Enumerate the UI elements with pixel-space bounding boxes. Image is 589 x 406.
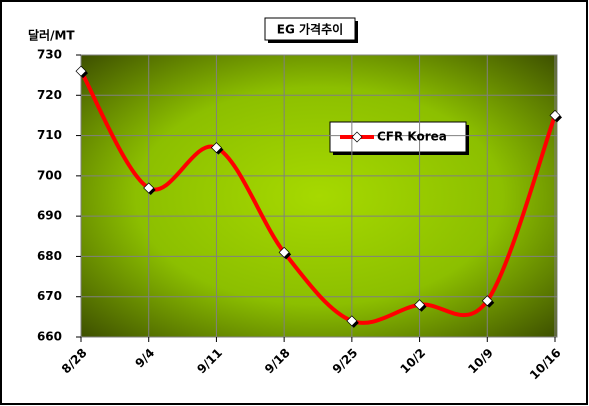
legend-marker (351, 131, 363, 143)
legend-label: CFR Korea (377, 130, 447, 144)
y-tick-label: 670 (37, 289, 62, 303)
y-tick-label: 730 (37, 48, 62, 62)
marker (414, 299, 426, 311)
y-tick-label: 680 (37, 249, 62, 263)
marker (210, 142, 222, 154)
marker (549, 109, 561, 121)
marker (143, 182, 155, 194)
marker (481, 295, 493, 307)
y-tick-label: 710 (37, 128, 62, 142)
chart-title: EG 가격추이 (277, 22, 343, 37)
marker (278, 246, 290, 258)
marker (346, 315, 358, 327)
y-tick-label: 720 (37, 88, 62, 102)
title-box (264, 17, 356, 41)
y-tick-label: 690 (37, 209, 62, 223)
y-tick-label: 700 (37, 168, 62, 182)
y-axis-label: 달러/MT (28, 28, 75, 43)
plot-area (80, 54, 558, 338)
marker (75, 65, 87, 77)
y-tick-label: 660 (37, 330, 62, 344)
